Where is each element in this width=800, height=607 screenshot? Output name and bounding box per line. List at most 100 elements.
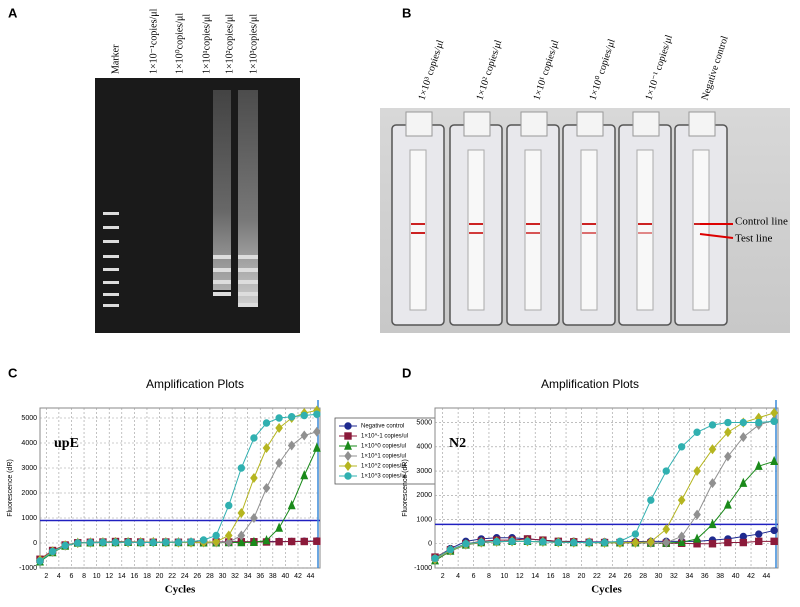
data-point — [237, 530, 246, 541]
x-tick-label: 36 — [701, 573, 709, 580]
cassettes — [391, 111, 728, 326]
data-point — [662, 524, 671, 535]
x-tick-label: 18 — [143, 573, 151, 580]
x-tick-label: 42 — [747, 573, 755, 580]
x-tick-label: 6 — [70, 573, 74, 580]
sample-label: 1×10⁰ copies/μl — [588, 38, 618, 102]
data-point — [631, 530, 640, 538]
data-point — [677, 536, 686, 547]
y-tick-label: 1000 — [416, 516, 432, 523]
control-line-label: Control line — [735, 216, 788, 228]
x-tick-label: 12 — [105, 573, 113, 580]
x-axis-label: Cycles — [591, 584, 622, 596]
sample-label: 1×10² copies/μl — [475, 38, 505, 101]
data-point — [724, 427, 732, 438]
data-point — [739, 532, 748, 541]
cassette-cap — [632, 111, 660, 137]
data-point — [275, 457, 283, 469]
x-tick-label: 4 — [57, 573, 61, 580]
data-point — [724, 538, 732, 547]
data-point — [262, 535, 271, 545]
y-tick-label: 0 — [33, 540, 37, 547]
pointer — [699, 233, 734, 239]
data-point — [770, 537, 778, 546]
data-point — [708, 421, 717, 429]
y-tick-label: -1000 — [19, 565, 37, 572]
y-tick-label: 4000 — [21, 440, 37, 447]
data-point — [344, 472, 352, 480]
data-point — [724, 451, 732, 462]
x-tick-label: 36 — [256, 573, 264, 580]
data-point — [344, 450, 352, 462]
x-tick-label: 34 — [244, 573, 252, 580]
lane-label: Marker — [110, 44, 121, 74]
data-point — [755, 530, 763, 538]
data-point — [739, 418, 748, 427]
data-point — [585, 538, 593, 547]
x-tick-label: 22 — [593, 573, 601, 580]
panel-letter: B — [402, 5, 411, 20]
data-point — [237, 464, 246, 472]
x-tick-label: 32 — [670, 573, 678, 580]
data-point — [174, 538, 183, 546]
x-tick-label: 24 — [608, 573, 616, 580]
legend-label: 1×10^1 copies/ul — [361, 454, 406, 460]
x-tick-label: 44 — [307, 573, 315, 580]
data-point — [431, 554, 439, 563]
data-point — [187, 538, 195, 546]
data-point — [275, 414, 283, 422]
legend — [334, 417, 444, 485]
cassette-cap — [463, 111, 491, 137]
data-point — [708, 540, 717, 548]
x-tick-label: 44 — [763, 573, 771, 580]
y-tick-label: 1000 — [21, 515, 37, 522]
data-point — [287, 500, 296, 510]
x-tick-label: 30 — [219, 573, 227, 580]
data-point — [708, 444, 717, 455]
data-point — [199, 536, 208, 544]
data-point — [224, 530, 233, 541]
data-point — [275, 422, 283, 434]
data-point — [300, 411, 308, 420]
data-point — [739, 477, 748, 487]
x-tick-label: 24 — [181, 573, 189, 580]
data-point — [492, 537, 501, 546]
data-point — [477, 538, 485, 546]
data-point — [554, 538, 563, 547]
data-point — [770, 417, 778, 426]
cassette-cap — [576, 111, 604, 137]
y-tick-label: 5000 — [21, 415, 37, 422]
cassette-window — [409, 149, 427, 311]
y-tick-label: 2000 — [21, 490, 37, 497]
data-point — [225, 501, 233, 510]
cassette-window — [636, 149, 654, 311]
x-tick-label: 26 — [193, 573, 201, 580]
data-point — [313, 410, 321, 418]
x-tick-label: 2 — [441, 573, 445, 580]
x-tick-label: 8 — [82, 573, 86, 580]
lane-label: 1×10¹copies/μl — [201, 14, 212, 74]
x-tick-label: 26 — [624, 573, 632, 580]
chart-title: Amplification Plots — [541, 377, 639, 391]
data-point — [693, 509, 701, 520]
x-tick-label: 16 — [130, 573, 138, 580]
data-point — [300, 430, 309, 441]
data-point — [61, 541, 69, 550]
data-point — [237, 507, 246, 519]
x-tick-label: 40 — [732, 573, 740, 580]
cassette-window — [692, 149, 710, 311]
x-tick-label: 14 — [531, 573, 539, 580]
data-point — [250, 512, 258, 524]
lane-label: 1×10²copies/μl — [224, 14, 235, 74]
sample-label: 1×10¹ copies/μl — [532, 38, 562, 101]
data-point — [300, 470, 309, 480]
x-tick-label: 6 — [472, 573, 476, 580]
x-tick-label: 42 — [294, 573, 302, 580]
legend-label: Negative control — [361, 424, 404, 430]
data-point — [770, 526, 778, 535]
legend-label: 1×10^0 copies/ul — [361, 444, 406, 450]
data-point — [312, 442, 321, 452]
x-tick-label: 12 — [516, 573, 524, 580]
data-point — [74, 539, 82, 547]
data-point — [344, 432, 352, 440]
